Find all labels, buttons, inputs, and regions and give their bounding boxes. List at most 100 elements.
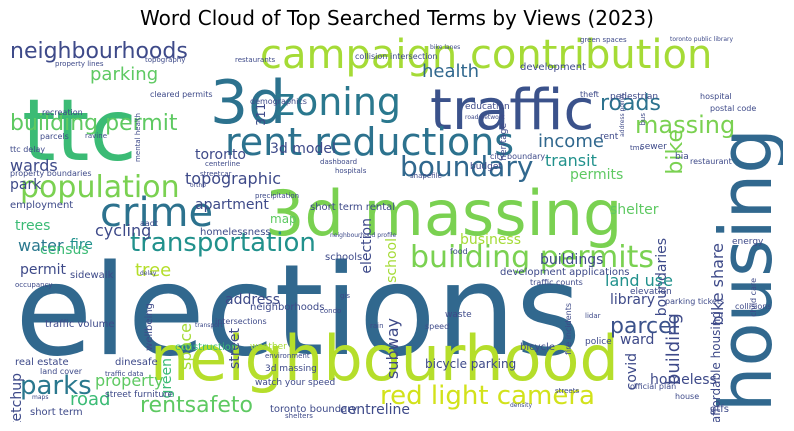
word-80: street furniture — [105, 390, 174, 400]
word-106: theft — [580, 90, 599, 99]
word-144: house — [675, 392, 700, 401]
word-119: ravine — [85, 132, 107, 140]
word-143: density — [510, 402, 532, 409]
word-76: wellbeing — [144, 303, 155, 351]
word-48: library — [610, 292, 656, 308]
word-59: school — [384, 238, 400, 283]
word-91: condo — [320, 307, 342, 315]
word-100: bia — [675, 152, 689, 162]
word-141: shelters — [285, 412, 313, 420]
word-13: transportation — [130, 228, 316, 258]
word-65: buildings — [540, 252, 604, 268]
word-151: delay — [140, 270, 157, 277]
word-25: topographic — [185, 169, 282, 188]
word-53: property — [95, 371, 164, 390]
word-90: gis — [340, 292, 351, 300]
word-72: development applications — [500, 267, 630, 278]
word-58: election — [359, 218, 375, 274]
word-83: dinesafe — [115, 357, 158, 368]
word-73: schools — [325, 252, 363, 263]
word-3: ttc — [22, 81, 137, 181]
word-64: business — [460, 232, 522, 248]
word-137: fire incidents — [564, 303, 573, 355]
word-150: precipitation — [255, 192, 300, 200]
word-71: development — [520, 62, 586, 73]
word-103: postal code — [710, 104, 757, 113]
word-78: real estate — [15, 357, 69, 368]
word-147: tmc — [630, 144, 644, 152]
word-113: topography — [145, 56, 186, 64]
word-35: wards — [10, 156, 58, 175]
word-68: short term rental — [310, 202, 396, 213]
word-12: building permits — [410, 240, 654, 275]
word-84: toronto boundary — [270, 404, 358, 415]
word-16: red light camera — [380, 381, 595, 411]
word-152: environment — [265, 352, 310, 360]
word-117: recreation — [42, 108, 83, 117]
word-123: property boundaries — [10, 169, 92, 178]
word-19: building permit — [10, 111, 178, 136]
word-37: trees — [15, 218, 51, 234]
word-99: sewer — [640, 142, 667, 152]
word-81: 3d massing — [265, 364, 317, 374]
word-74: traffic volume — [45, 319, 115, 330]
word-89: rain — [370, 322, 384, 330]
word-49: ward — [620, 332, 655, 348]
word-21: massing — [635, 111, 736, 139]
word-140: maps — [32, 394, 49, 401]
word-110: green spaces — [580, 36, 627, 44]
word-88: waste — [445, 310, 472, 320]
word-115: cleared permits — [150, 90, 213, 99]
word-96: official plan — [630, 382, 677, 391]
word-15: neighbourhoods — [10, 39, 188, 64]
word-5: traffic — [430, 78, 595, 143]
word-29: parcel — [610, 314, 678, 339]
word-67: employment — [10, 200, 74, 211]
word-18: rentsafeto — [140, 393, 253, 418]
word-116: demographics — [250, 97, 307, 106]
word-130: food — [450, 247, 468, 256]
word-cloud: elections neighbourhood 3d massing ttc housi… — [10, 33, 783, 422]
word-57: 3d model — [270, 141, 336, 157]
word-154: occupancy — [15, 281, 53, 289]
word-85: bicycle — [520, 342, 555, 353]
word-145: speed — [425, 322, 450, 331]
word-47: land use — [605, 271, 673, 290]
word-104: rent — [600, 132, 619, 142]
word-28: tree — [135, 260, 172, 281]
word-34: census — [40, 242, 89, 258]
word-132: lidar — [585, 312, 601, 320]
word-10: crime — [100, 190, 214, 236]
word-128: aadt — [140, 219, 159, 228]
word-2: 3d massing — [265, 177, 623, 250]
word-24: health — [422, 61, 479, 82]
word-1: neighbourhood — [150, 322, 619, 395]
word-0: elections — [15, 237, 582, 384]
word-107: education — [465, 102, 510, 112]
word-75: neighborhoods — [250, 302, 325, 313]
word-138: land cover — [40, 367, 83, 376]
word-131: traffic counts — [530, 278, 583, 287]
word-33: cycling — [95, 221, 152, 240]
word-52: centreline — [340, 402, 410, 418]
word-17: parks — [20, 371, 92, 401]
word-157: bike lanes — [430, 44, 461, 51]
word-114: restaurants — [235, 56, 276, 64]
word-95: budget — [470, 162, 502, 172]
word-92: elevation — [630, 287, 672, 297]
word-6: 3d — [210, 68, 287, 138]
word-98: city boundary — [490, 152, 546, 161]
word-8: zoning — [275, 80, 402, 124]
word-129: shapefile — [410, 172, 442, 180]
word-111: toronto public library — [670, 36, 734, 43]
word-55: permit — [20, 262, 67, 278]
word-31: fire — [70, 237, 93, 253]
word-38: map — [270, 212, 297, 226]
word-125: centerline — [205, 160, 241, 168]
word-82: watch your speed — [255, 378, 336, 388]
word-77: sidewalk — [70, 270, 114, 281]
word-124: dashboard — [320, 158, 358, 166]
word-149: ortho — [190, 182, 206, 189]
word-109: intersection — [390, 52, 438, 61]
word-40: address — [225, 292, 281, 308]
